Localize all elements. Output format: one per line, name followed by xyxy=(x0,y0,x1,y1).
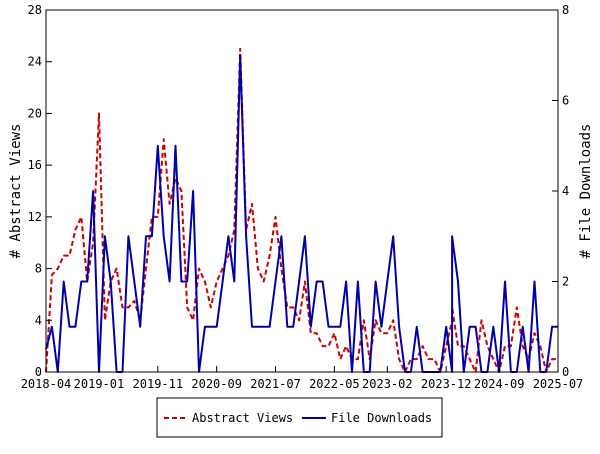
y-axis-label: # Abstract Views xyxy=(8,124,24,259)
series-line-abstract-views xyxy=(45,47,558,373)
legend-box xyxy=(156,397,443,438)
legend-label-file-downloads: File Downloads xyxy=(331,411,432,425)
y2-tick-label: 8 xyxy=(562,3,569,17)
y2-tick-label: 2 xyxy=(562,275,569,289)
x-tick-label: 2023-02 xyxy=(362,377,413,391)
x-tick-label: 2022-05 xyxy=(309,377,360,391)
x-tick-label: 2025-07 xyxy=(533,377,584,391)
y2-axis-label: # File Downloads xyxy=(578,124,594,259)
y-tick-label: 4 xyxy=(35,313,42,327)
x-tick-label: 2019-11 xyxy=(133,377,184,391)
right-axis: 0 2 4 6 8 xyxy=(552,3,569,379)
y-tick-label: 16 xyxy=(28,158,42,172)
plot-area xyxy=(46,10,558,372)
series-layer xyxy=(45,47,558,373)
y-tick-label: 12 xyxy=(28,210,42,224)
y2-tick-label: 0 xyxy=(562,365,569,379)
y-tick-label: 28 xyxy=(28,3,42,17)
left-axis: 0 4 8 12 16 20 24 28 xyxy=(28,3,52,379)
x-tick-label: 2024-09 xyxy=(474,377,525,391)
x-axis: 2018-04 2019-01 2019-11 2020-09 2021-07 2022-… xyxy=(21,366,584,391)
legend: Abstract Views File Downloads xyxy=(156,397,443,438)
y2-tick-label: 4 xyxy=(562,184,569,198)
series-line-file-downloads xyxy=(45,54,558,373)
y-tick-label: 20 xyxy=(28,106,42,120)
x-tick-label: 2021-07 xyxy=(250,377,301,391)
y2-tick-label: 6 xyxy=(562,94,569,108)
legend-label-abstract-views: Abstract Views xyxy=(192,411,293,425)
x-tick-label: 2020-09 xyxy=(191,377,242,391)
y-tick-label: 0 xyxy=(35,365,42,379)
x-tick-label: 2023-12 xyxy=(421,377,472,391)
x-tick-label: 2018-04 xyxy=(21,377,72,391)
y-tick-label: 24 xyxy=(28,55,42,69)
y-tick-label: 8 xyxy=(35,262,42,276)
x-tick-label: 2019-01 xyxy=(74,377,125,391)
